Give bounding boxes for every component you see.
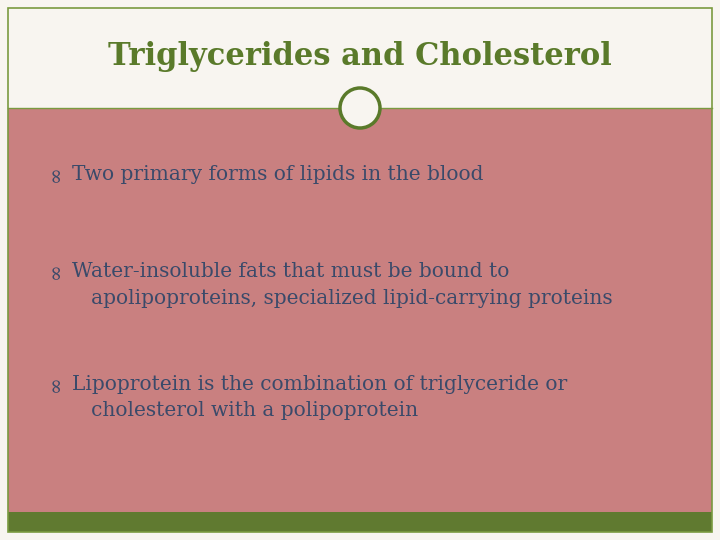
Text: Lipoprotein is the combination of triglyceride or
   cholesterol with a polipopr: Lipoprotein is the combination of trigly…: [72, 375, 567, 421]
Text: Two primary forms of lipids in the blood: Two primary forms of lipids in the blood: [72, 165, 484, 184]
Text: ∞: ∞: [45, 262, 65, 279]
Text: ∞: ∞: [45, 375, 65, 392]
Bar: [8, 108, 712, 512]
Text: Water-insoluble fats that must be bound to
   apolipoproteins, specialized lipid: Water-insoluble fats that must be bound …: [72, 262, 613, 307]
Text: Triglycerides and Cholesterol: Triglycerides and Cholesterol: [108, 40, 612, 71]
Bar: [8, 512, 712, 532]
Bar: [8, 8, 712, 108]
Circle shape: [340, 88, 380, 128]
Text: ∞: ∞: [45, 165, 65, 182]
